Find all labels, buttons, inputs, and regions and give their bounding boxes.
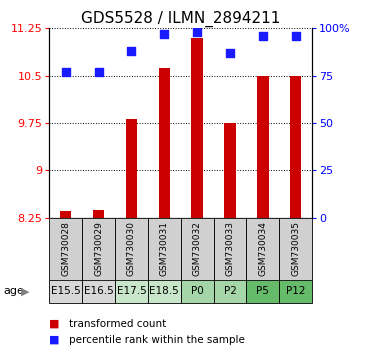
Bar: [148, 218, 181, 280]
Bar: [246, 218, 279, 280]
Text: GSM730028: GSM730028: [61, 221, 70, 276]
Point: [227, 50, 233, 56]
Bar: [126, 119, 137, 218]
Bar: [49, 218, 82, 280]
Text: GSM730034: GSM730034: [258, 221, 267, 276]
Text: ▶: ▶: [20, 286, 29, 296]
Text: GSM730033: GSM730033: [226, 221, 234, 276]
Bar: [191, 38, 203, 218]
Bar: [49, 280, 82, 303]
Text: age: age: [4, 286, 24, 296]
Text: P5: P5: [256, 286, 269, 296]
Point: [293, 33, 299, 39]
Bar: [290, 76, 301, 218]
Bar: [214, 218, 246, 280]
Text: ■: ■: [49, 335, 60, 345]
Point: [96, 69, 101, 75]
Bar: [181, 218, 214, 280]
Title: GDS5528 / ILMN_2894211: GDS5528 / ILMN_2894211: [81, 11, 280, 27]
Bar: [82, 280, 115, 303]
Bar: [257, 76, 269, 218]
Bar: [115, 218, 148, 280]
Bar: [93, 210, 104, 218]
Bar: [115, 280, 148, 303]
Bar: [214, 280, 246, 303]
Bar: [279, 280, 312, 303]
Point: [63, 69, 69, 75]
Bar: [224, 123, 236, 218]
Text: E17.5: E17.5: [116, 286, 146, 296]
Point: [161, 31, 167, 37]
Bar: [82, 218, 115, 280]
Bar: [60, 211, 72, 218]
Text: GSM730029: GSM730029: [94, 221, 103, 276]
Text: P2: P2: [223, 286, 237, 296]
Text: GSM730030: GSM730030: [127, 221, 136, 276]
Text: GSM730035: GSM730035: [291, 221, 300, 276]
Bar: [181, 280, 214, 303]
Text: P0: P0: [191, 286, 203, 296]
Text: E18.5: E18.5: [149, 286, 179, 296]
Point: [128, 48, 134, 54]
Point: [194, 29, 200, 35]
Text: GSM730031: GSM730031: [160, 221, 169, 276]
Point: [260, 33, 266, 39]
Bar: [279, 218, 312, 280]
Text: transformed count: transformed count: [69, 319, 166, 329]
Bar: [158, 68, 170, 218]
Text: E16.5: E16.5: [84, 286, 114, 296]
Text: ■: ■: [49, 319, 60, 329]
Text: GSM730032: GSM730032: [193, 221, 201, 276]
Text: E15.5: E15.5: [51, 286, 81, 296]
Bar: [148, 280, 181, 303]
Text: P12: P12: [286, 286, 306, 296]
Bar: [246, 280, 279, 303]
Text: percentile rank within the sample: percentile rank within the sample: [69, 335, 245, 345]
